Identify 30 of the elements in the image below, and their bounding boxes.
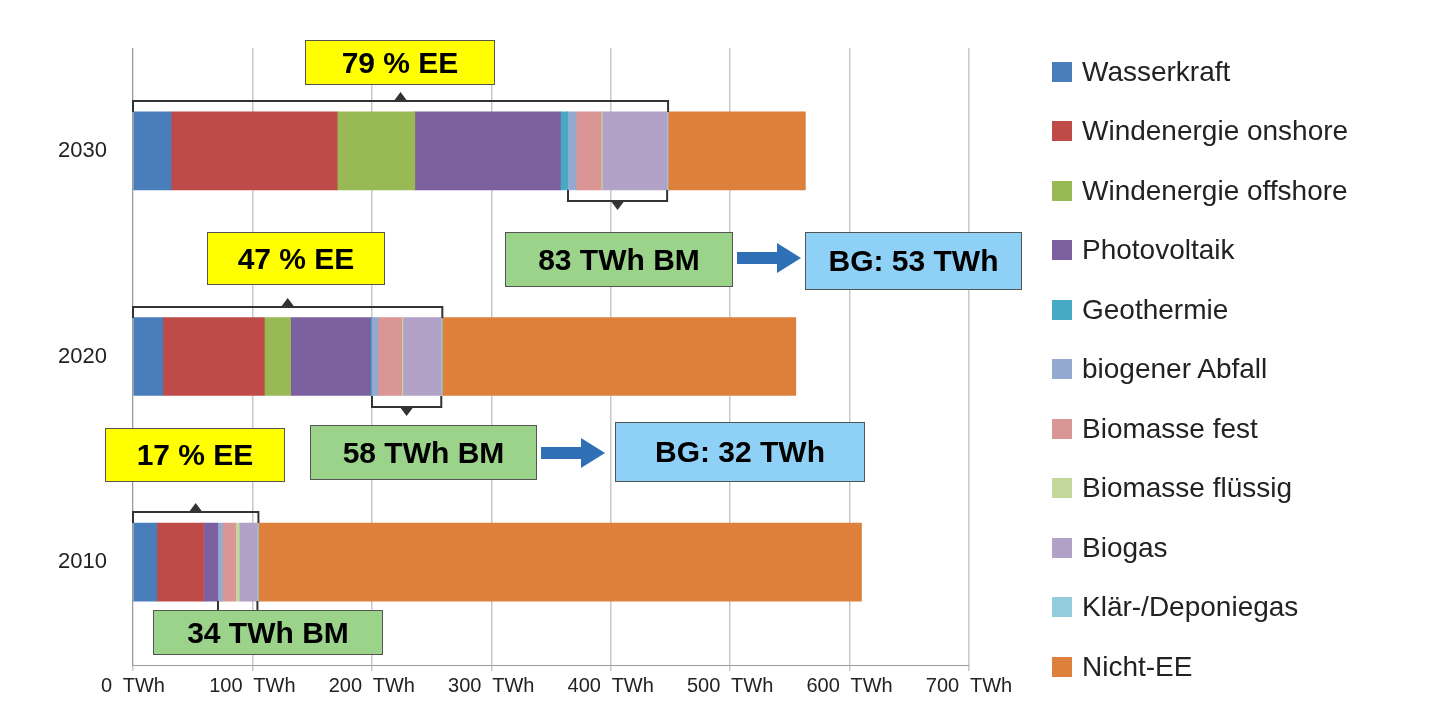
- annotation: BG: 53 TWh: [805, 232, 1022, 290]
- legend-label: Biomasse flüssig: [1082, 472, 1293, 505]
- y-tick-label: 2010: [57, 548, 107, 574]
- legend-label: Windenergie offshore: [1082, 174, 1348, 207]
- legend-label: Geothermie: [1082, 293, 1229, 326]
- x-tick-label: 0 TWh: [100, 673, 165, 696]
- x-tick-label: 300 TWh: [448, 673, 535, 696]
- legend-label: biogener Abfall: [1082, 353, 1268, 386]
- legend-label: Biogas: [1082, 531, 1168, 564]
- annotation: 47 % EE: [207, 232, 385, 285]
- annotation: 58 TWh BM: [310, 425, 537, 480]
- annotation: BG: 32 TWh: [615, 422, 865, 482]
- legend-label: Nicht-EE: [1082, 650, 1193, 683]
- x-tick-label: 600 TWh: [806, 673, 893, 696]
- x-tick-label: 200 TWh: [328, 673, 415, 696]
- x-tick-label: 700 TWh: [925, 673, 1013, 696]
- y-tick-label: 2020: [57, 342, 107, 368]
- x-tick-label: 500 TWh: [686, 673, 774, 696]
- x-tick-label: 100 TWh: [209, 673, 296, 696]
- legend-label: Photovoltaik: [1082, 234, 1235, 267]
- annotation: 34 TWh BM: [153, 610, 383, 655]
- annotation: 83 TWh BM: [505, 232, 733, 287]
- y-tick-label: 2030: [57, 136, 107, 162]
- legend-label: Windenergie onshore: [1082, 115, 1349, 148]
- legend-label: Wasserkraft: [1082, 55, 1231, 88]
- annotation: 17 % EE: [105, 428, 285, 482]
- legend-label: Klär-/Deponiegas: [1082, 591, 1299, 624]
- x-tick-label: 400 TWh: [567, 673, 654, 696]
- legend-label: Biomasse fest: [1082, 412, 1258, 445]
- annotation: 79 % EE: [305, 40, 495, 85]
